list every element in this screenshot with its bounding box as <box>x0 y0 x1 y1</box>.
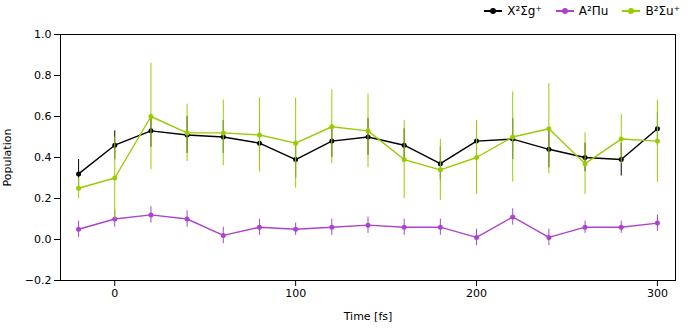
svg-text:300: 300 <box>647 287 668 300</box>
html-text:A²Πu: A²Πu <box>578 4 609 18</box>
svg-text:0.4: 0.4 <box>34 151 52 164</box>
html-text:X²Σg⁺: X²Σg⁺ <box>507 4 542 18</box>
svg-text:0.6: 0.6 <box>34 110 52 123</box>
svg-text:−0.2: −0.2 <box>25 274 52 287</box>
svg-text:Population: Population <box>1 129 14 187</box>
svg-text:Time [fs]: Time [fs] <box>343 310 393 323</box>
svg-text:0: 0 <box>111 287 118 300</box>
svg-text:0.2: 0.2 <box>34 192 52 205</box>
html-text:B²Σu⁺: B²Σu⁺ <box>645 4 680 18</box>
svg-text:0.8: 0.8 <box>34 69 52 82</box>
svg-text:1.0: 1.0 <box>34 28 52 41</box>
svg-text:100: 100 <box>285 287 306 300</box>
svg-text:0.0: 0.0 <box>34 233 52 246</box>
svg-text:200: 200 <box>466 287 487 300</box>
